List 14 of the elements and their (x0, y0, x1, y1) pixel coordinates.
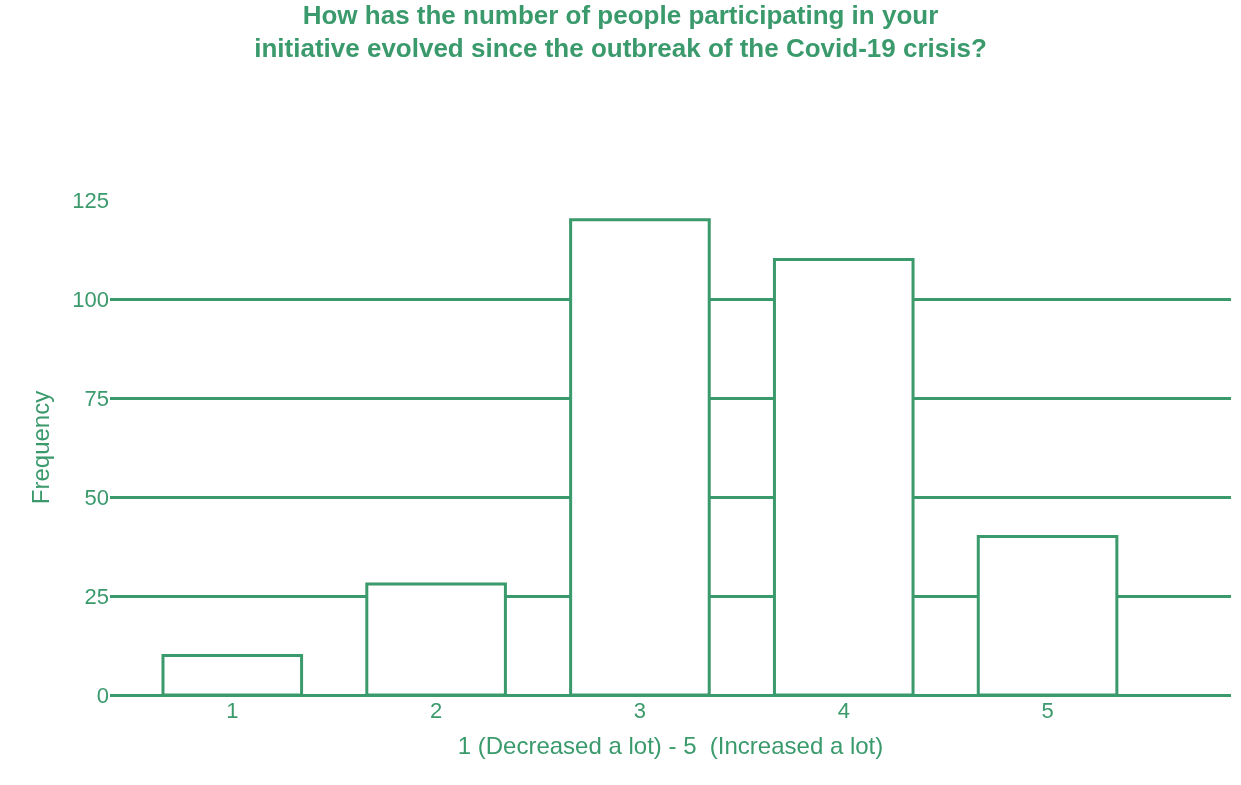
x-tick-label: 5 (1041, 698, 1054, 723)
y-tick-label: 50 (84, 484, 109, 510)
x-tick-label: 3 (633, 698, 647, 723)
x-tick-label: 1 (226, 698, 239, 723)
y-tick-label: 125 (72, 187, 109, 213)
x-tick-label: 2 (429, 698, 443, 723)
y-tick-label: 0 (96, 682, 109, 708)
y-tick-label: 75 (84, 385, 109, 411)
x-axis-title: 1 (Decreased a lot) - 5 (Increased a lot) (457, 732, 884, 760)
x-tick-label: 4 (837, 698, 850, 723)
chart-title: How has the number of people participating in your initiative evolved since the outbreak of the Covid-19 crisis? (254, 0, 987, 64)
y-axis-title: Frequency (27, 390, 55, 505)
y-tick-label: 25 (84, 583, 109, 609)
y-tick-label: 100 (72, 286, 109, 312)
